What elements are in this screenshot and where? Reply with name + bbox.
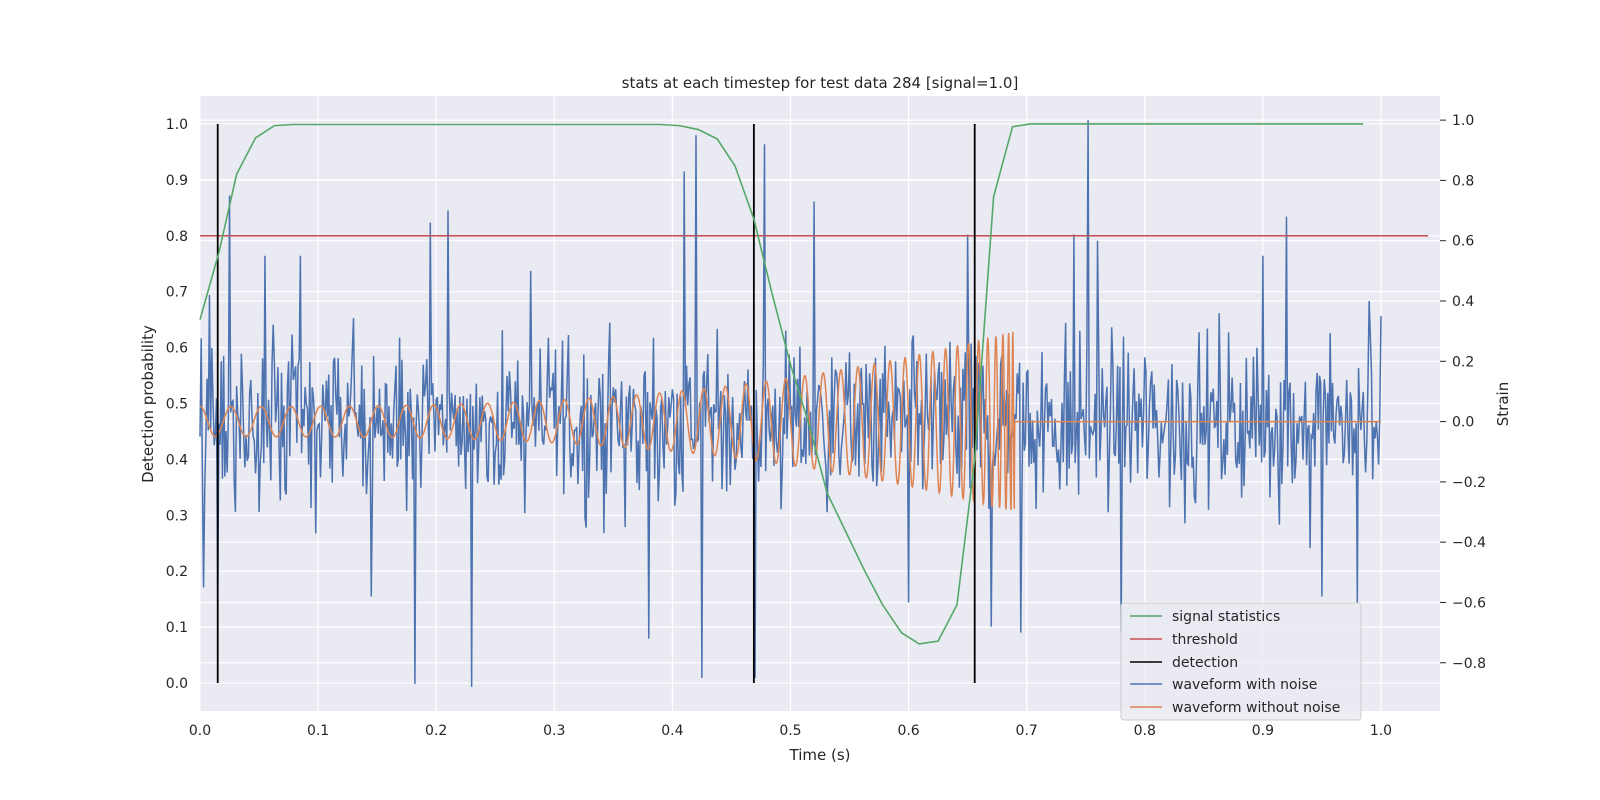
x-tick-label: 0.1 bbox=[307, 723, 329, 739]
legend-label-threshold: threshold bbox=[1172, 632, 1238, 648]
legend: signal statistics threshold detection wa… bbox=[1120, 602, 1362, 721]
legend-label-signal-statistics: signal statistics bbox=[1172, 609, 1280, 625]
y-tick-label: 0.9 bbox=[166, 173, 188, 189]
y-axis-label: Detection probability bbox=[139, 325, 157, 483]
y-tick-label: 0.2 bbox=[166, 564, 188, 580]
chart-title: stats at each timestep for test data 284… bbox=[622, 74, 1019, 92]
y2-tick-label: −0.4 bbox=[1452, 535, 1486, 551]
y2-tick-label: 0.0 bbox=[1452, 415, 1474, 431]
y-tick-label: 0.0 bbox=[166, 676, 188, 692]
y2-tick-label: −0.8 bbox=[1452, 656, 1486, 672]
x-tick-label: 0.3 bbox=[543, 723, 565, 739]
y2-tick-label: 1.0 bbox=[1452, 113, 1474, 129]
series-waveform-without-noise bbox=[199, 331, 1381, 510]
series-signal-statistics bbox=[199, 123, 1364, 645]
x-tick-label: 0.9 bbox=[1252, 723, 1274, 739]
y2-tick-label: −0.6 bbox=[1452, 595, 1486, 611]
x-tick-label: 1.0 bbox=[1370, 723, 1392, 739]
x-tick-label: 0.7 bbox=[1016, 723, 1038, 739]
y2-tick-label: 0.6 bbox=[1452, 234, 1474, 250]
legend-label-waveform-with-noise: waveform with noise bbox=[1172, 677, 1317, 693]
y2-tick-label: −0.2 bbox=[1452, 475, 1486, 491]
x-tick-label: 0.5 bbox=[779, 723, 801, 739]
y2-tick-label: 0.2 bbox=[1452, 354, 1474, 370]
y-tick-label: 0.7 bbox=[166, 285, 188, 301]
legend-label-waveform-without-noise: waveform without noise bbox=[1172, 700, 1340, 716]
y2-tick-label: 0.4 bbox=[1452, 294, 1474, 310]
legend-box bbox=[1120, 602, 1362, 721]
x-tick-label: 0.4 bbox=[661, 723, 683, 739]
x-axis-label: Time (s) bbox=[789, 746, 851, 764]
y-tick-label: 0.6 bbox=[166, 341, 188, 357]
y-tick-label: 0.8 bbox=[166, 229, 188, 245]
x-tick-label: 0.2 bbox=[425, 723, 447, 739]
y-tick-label: 0.1 bbox=[166, 620, 188, 636]
y-tick-label: 0.3 bbox=[166, 508, 188, 524]
x-tick-label: 0.8 bbox=[1134, 723, 1156, 739]
series-layer bbox=[199, 120, 1429, 687]
y2-tick-label: 0.8 bbox=[1452, 173, 1474, 189]
y2-axis-label: Strain bbox=[1494, 382, 1512, 426]
x-tick-label: 0.0 bbox=[189, 723, 211, 739]
legend-label-detection: detection bbox=[1172, 655, 1238, 671]
tick-layer: 0.0 0.1 0.2 0.3 0.4 0.5 0.6 0.7 0.8 0.9 1.0 0.0 0.1 0… bbox=[166, 113, 1486, 739]
y-tick-label: 0.4 bbox=[166, 452, 188, 468]
x-tick-label: 0.6 bbox=[897, 723, 919, 739]
y-tick-label: 0.5 bbox=[166, 397, 188, 413]
y-tick-label: 1.0 bbox=[166, 117, 188, 133]
